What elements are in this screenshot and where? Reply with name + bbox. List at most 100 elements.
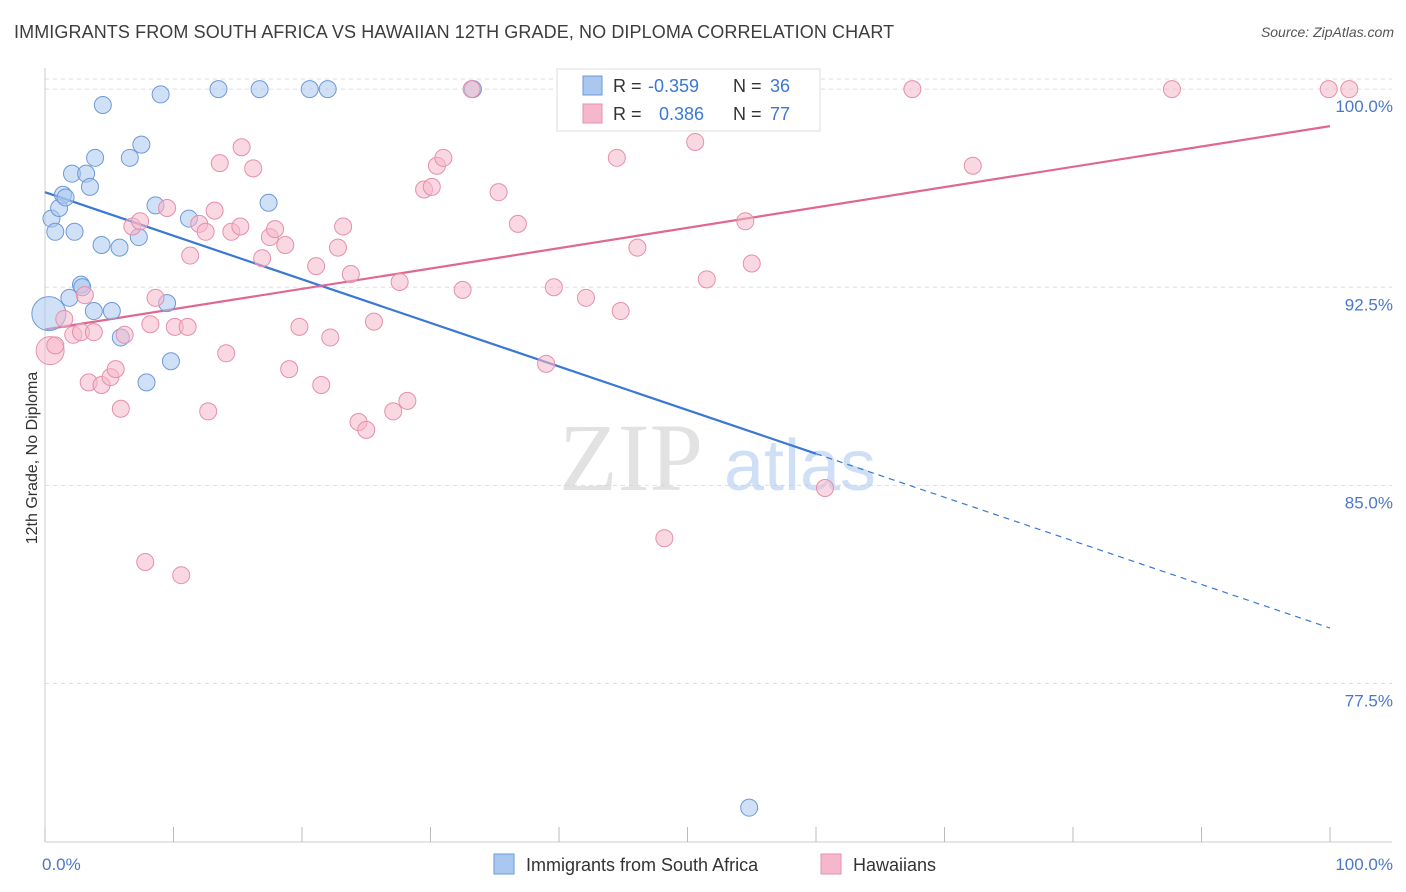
data-point-pink <box>384 402 403 421</box>
legend-r-value-pink: 0.386 <box>659 104 704 124</box>
chart-title: IMMIGRANTS FROM SOUTH AFRICA VS HAWAIIAN… <box>14 22 895 42</box>
series-legend-label-blue: Immigrants from South Africa <box>526 855 759 875</box>
data-point-blue <box>80 177 99 196</box>
data-point-blue <box>318 80 337 99</box>
data-point-pink <box>576 288 595 307</box>
data-point-pink <box>742 254 761 273</box>
data-point-pink <box>131 212 150 231</box>
data-point-pink <box>697 270 716 289</box>
series-legend-swatch-blue <box>493 853 515 875</box>
data-point-pink <box>815 479 834 498</box>
legend-r-label-pink: R = <box>613 104 647 124</box>
data-point-pink <box>607 148 626 167</box>
data-point-pink <box>178 317 197 336</box>
series-legend: Immigrants from South Africa Hawaiians <box>493 853 936 875</box>
data-point-blue <box>259 193 278 212</box>
y-axis-label: 12th Grade, No Diploma <box>24 372 41 545</box>
data-point-pink <box>434 148 453 167</box>
data-point-blue <box>132 135 151 154</box>
data-point-pink <box>181 246 200 265</box>
data-point-blue <box>92 235 111 254</box>
data-point-pink <box>736 212 755 231</box>
data-point-pink <box>55 309 74 328</box>
data-point-pink <box>253 249 272 268</box>
legend-r-label-blue: R = <box>613 76 647 96</box>
chart-source: Source: ZipAtlas.com <box>1260 24 1394 40</box>
data-point-blue <box>86 148 105 167</box>
data-point-pink <box>1319 80 1338 99</box>
data-point-blue <box>250 80 269 99</box>
legend-swatch-blue <box>582 75 603 96</box>
scatter-points <box>31 80 1359 817</box>
legend-n-value-pink: 77 <box>770 104 790 124</box>
data-point-pink <box>84 323 103 342</box>
data-point-blue <box>84 302 103 321</box>
data-point-blue <box>93 95 112 114</box>
data-point-pink <box>46 336 65 355</box>
data-point-pink <box>334 217 353 236</box>
data-point-pink <box>453 280 472 299</box>
data-point-blue <box>110 238 129 257</box>
data-point-pink <box>115 325 134 344</box>
data-point-blue <box>161 352 180 371</box>
data-point-pink <box>321 328 340 347</box>
x-tick-label-right: 100.0% <box>1335 855 1393 874</box>
y-tick-label: 92.5% <box>1345 295 1393 314</box>
legend-n-value-blue: 36 <box>770 76 790 96</box>
x-tick-label-left: 0.0% <box>42 855 81 874</box>
data-point-pink <box>280 360 299 379</box>
data-point-blue <box>120 148 139 167</box>
trendline-extension-blue <box>815 453 1331 629</box>
data-point-pink <box>312 375 331 394</box>
data-point-pink <box>106 360 125 379</box>
data-point-pink <box>146 288 165 307</box>
data-point-pink <box>111 399 130 418</box>
trendlines <box>44 125 1331 629</box>
y-tick-label: 85.0% <box>1345 493 1393 512</box>
legend-n-label-blue: N = <box>733 76 767 96</box>
data-point-pink <box>422 177 441 196</box>
data-point-blue <box>740 798 759 817</box>
trendline-blue <box>44 191 817 455</box>
series-legend-swatch-pink <box>820 853 842 875</box>
data-point-pink <box>199 402 218 421</box>
data-point-pink <box>1340 80 1359 99</box>
data-point-pink <box>390 272 409 291</box>
series-legend-label-pink: Hawaiians <box>853 855 936 875</box>
data-point-pink <box>628 238 647 257</box>
data-point-pink <box>210 154 229 173</box>
data-point-pink <box>686 132 705 151</box>
data-point-pink <box>537 354 556 373</box>
axes: 100.0% 92.5% 85.0% 77.5% 0.0% 100.0% <box>42 68 1393 874</box>
data-point-pink <box>963 156 982 175</box>
watermark-zip: ZIP <box>559 404 703 511</box>
data-point-blue <box>137 373 156 392</box>
data-point-pink <box>217 344 236 363</box>
y-tick-label: 77.5% <box>1345 692 1393 711</box>
data-point-pink <box>544 278 563 297</box>
stats-legend: R = -0.359 N = 36 R = 0.386 N = 77 <box>556 68 821 132</box>
data-point-pink <box>75 286 94 305</box>
data-point-pink <box>231 217 250 236</box>
data-point-pink <box>611 302 630 321</box>
legend-swatch-pink <box>582 103 603 124</box>
data-point-blue <box>102 302 121 321</box>
data-point-pink <box>290 317 309 336</box>
data-point-pink <box>903 80 922 99</box>
y-tick-label: 100.0% <box>1335 97 1393 116</box>
data-point-pink <box>158 199 177 218</box>
data-point-pink <box>341 265 360 284</box>
watermark-atlas: atlas <box>724 426 876 506</box>
data-point-pink <box>196 222 215 241</box>
data-point-blue <box>209 80 228 99</box>
data-point-pink <box>276 235 295 254</box>
data-point-pink <box>1162 80 1181 99</box>
data-point-blue <box>151 85 170 104</box>
data-point-pink <box>244 159 263 178</box>
data-point-pink <box>398 391 417 410</box>
data-point-pink <box>357 420 376 439</box>
data-point-pink <box>655 529 674 548</box>
data-point-blue <box>300 80 319 99</box>
data-point-pink <box>307 257 326 276</box>
